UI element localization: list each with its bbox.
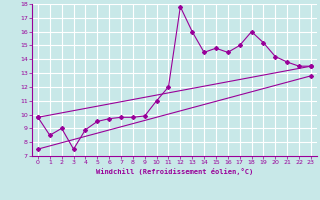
- X-axis label: Windchill (Refroidissement éolien,°C): Windchill (Refroidissement éolien,°C): [96, 168, 253, 175]
